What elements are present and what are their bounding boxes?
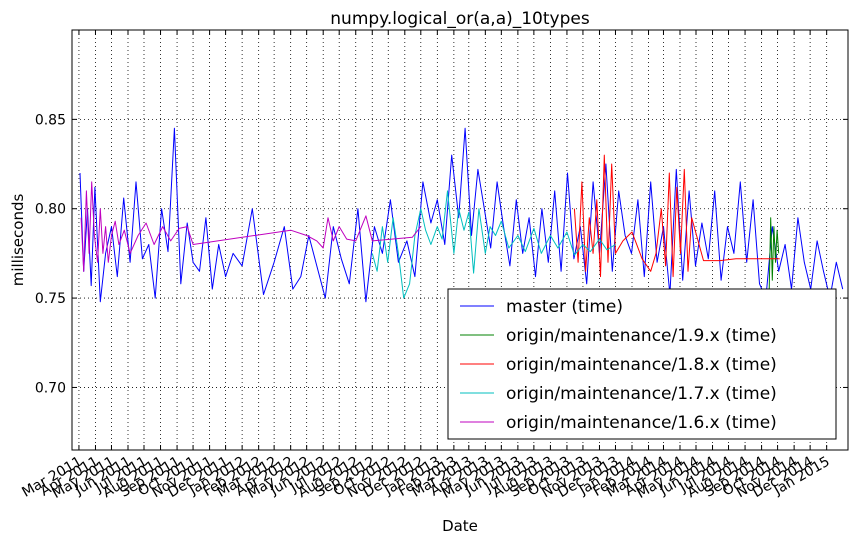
y-tick-label: 0.75 [35,291,66,307]
y-tick-label: 0.85 [35,112,66,128]
legend-label-4: origin/maintenance/1.6.x (time) [506,413,777,433]
series-layer [79,127,844,303]
x-axis-label: Date [442,517,478,535]
legend-label-2: origin/maintenance/1.8.x (time) [506,355,777,375]
legend-box [447,288,837,440]
chart-title: numpy.logical_or(a,a)_10types [330,9,590,29]
legend-label-3: origin/maintenance/1.7.x (time) [506,384,777,404]
series-line-0 [79,127,844,303]
series-line-2 [573,154,780,278]
series-line-4 [80,181,422,272]
legend-label-0: master (time) [506,297,623,317]
legend-label-1: origin/maintenance/1.9.x (time) [506,326,777,346]
plot-frame [71,29,849,451]
legend: master (time) origin/maintenance/1.9.x (t… [447,288,837,440]
series-line-3 [371,190,616,299]
y-tick-label: 0.80 [35,202,66,218]
y-axis-label: milliseconds [9,194,27,287]
y-tick-label: 0.70 [35,380,66,396]
series-line-1 [768,217,780,295]
